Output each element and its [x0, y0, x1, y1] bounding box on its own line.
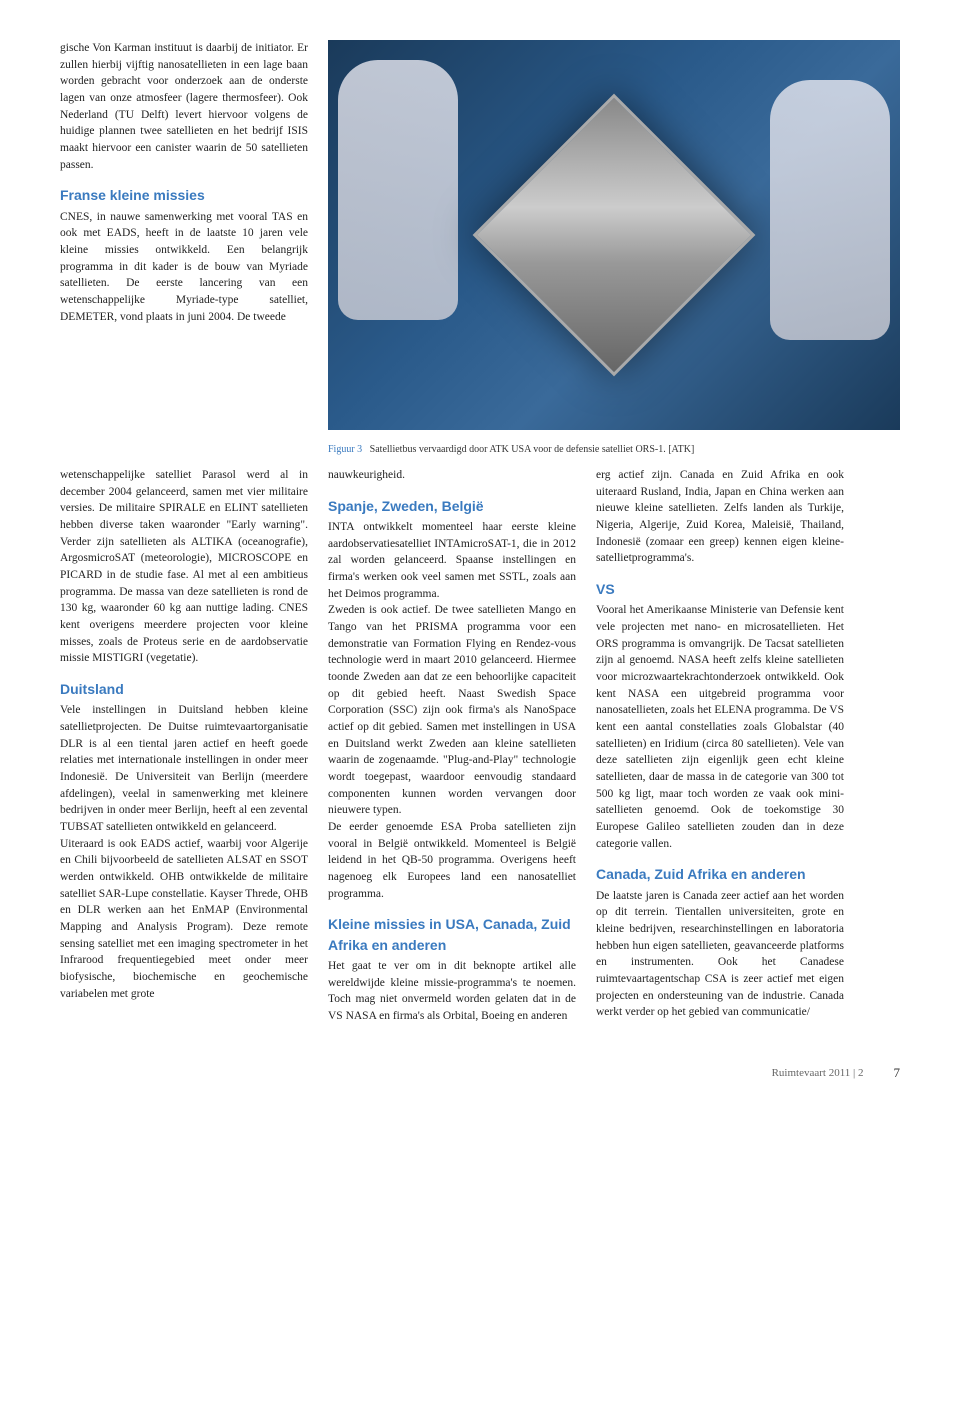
body-paragraph: Vooral het Amerikaanse Ministerie van De… — [596, 602, 844, 852]
section-heading-vs: VS — [596, 579, 844, 599]
body-paragraph: CNES, in nauwe samenwerking met vooral T… — [60, 209, 308, 326]
column-1-top: gische Von Karman instituut is daarbij d… — [60, 40, 308, 430]
footer-title: Ruimtevaart 2011 | 2 — [772, 1067, 864, 1079]
figure-3-caption: Figuur 3 Satellietbus vervaardigd door A… — [328, 444, 900, 455]
body-paragraph: gische Von Karman instituut is daarbij d… — [60, 40, 308, 173]
body-paragraph: INTA ontwikkelt momenteel haar eerste kl… — [328, 519, 576, 602]
column-3: erg actief zijn. Canada en Zuid Afrika e… — [596, 467, 844, 1025]
body-paragraph: Het gaat te ver om in dit beknopte artik… — [328, 958, 576, 1025]
footer-page-number: 7 — [894, 1065, 901, 1081]
body-paragraph: Zweden is ook actief. De twee satelliete… — [328, 602, 576, 819]
body-paragraph: De laatste jaren is Canada zeer actief a… — [596, 888, 844, 1021]
section-heading-spanje: Spanje, Zweden, België — [328, 496, 576, 516]
figure-3-photo — [328, 40, 900, 430]
body-paragraph: Vele instellingen in Duitsland hebben kl… — [60, 702, 308, 835]
page-footer: Ruimtevaart 2011 | 2 7 — [60, 1065, 900, 1081]
figure-label: Figuur 3 — [328, 444, 362, 455]
column-1-bottom: wetenschappelijke satelliet Parasol werd… — [60, 467, 308, 1025]
body-paragraph: nauwkeurigheid. — [328, 467, 576, 484]
section-heading-duitsland: Duitsland — [60, 679, 308, 699]
body-paragraph: Uiteraard is ook EADS actief, waarbij vo… — [60, 836, 308, 1003]
body-paragraph: De eerder genoemde ESA Proba satellieten… — [328, 819, 576, 902]
section-heading-franse: Franse kleine missies — [60, 185, 308, 205]
figure-caption-text: Satellietbus vervaardigd door ATK USA vo… — [370, 444, 695, 455]
body-paragraph: erg actief zijn. Canada en Zuid Afrika e… — [596, 467, 844, 567]
section-heading-kleine-missies: Kleine missies in USA, Canada, Zuid Afri… — [328, 914, 576, 955]
column-2: nauwkeurigheid. Spanje, Zweden, België I… — [328, 467, 576, 1025]
section-heading-canada: Canada, Zuid Afrika en anderen — [596, 864, 844, 884]
body-paragraph: wetenschappelijke satelliet Parasol werd… — [60, 467, 308, 667]
